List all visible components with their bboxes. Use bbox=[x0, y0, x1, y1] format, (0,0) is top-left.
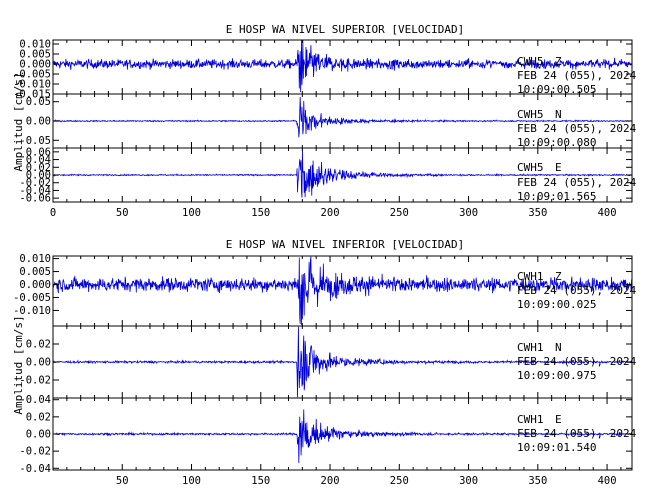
x-tick-label: 300 bbox=[459, 475, 478, 487]
y-tick-label: 0.010 bbox=[19, 39, 51, 51]
x-tick-label: 0 bbox=[50, 207, 56, 219]
y-tick-label: -0.04 bbox=[19, 185, 51, 197]
y-tick-label: 0.00 bbox=[26, 429, 51, 441]
trace-annotation-cwh5-n: CWH5 N FEB 24 (055), 2024 10:09:00.080 bbox=[517, 108, 637, 149]
y-tick-label: 0.005 bbox=[19, 49, 51, 61]
x-tick-label: 350 bbox=[528, 207, 547, 219]
x-tick-label: 100 bbox=[182, 207, 201, 219]
station-label: CWH5 bbox=[517, 161, 544, 174]
time-label: 10:09:00.975 bbox=[517, 369, 596, 382]
channel-label: Z bbox=[555, 270, 562, 283]
y-tick-label: -0.010 bbox=[13, 79, 51, 91]
time-label: 10:09:01.565 bbox=[517, 190, 596, 203]
chart-group-superior: E HOSP WA NIVEL SUPERIOR [VELOCIDAD] Amp… bbox=[12, 23, 637, 219]
y-tick-label: 0.06 bbox=[26, 146, 51, 158]
trace-annotation-cwh1-e: CWH1 E FEB 24 (055), 2024 10:09:01.540 bbox=[517, 413, 637, 454]
x-tick-label: 400 bbox=[598, 475, 617, 487]
trace-panel-cwh5-n: 0.05 0.00 -0.05 CWH5 N FEB 24 (055), 2024 … bbox=[19, 93, 637, 149]
date-label: FEB 24 (055), 2024 bbox=[517, 176, 637, 189]
x-tick-label: 250 bbox=[390, 475, 409, 487]
station-label: CWH1 bbox=[517, 341, 544, 354]
x-tick-label: 150 bbox=[251, 207, 270, 219]
waveform-trace bbox=[52, 256, 633, 326]
waveform-trace bbox=[52, 148, 633, 198]
trace-panel-cwh1-n: 0.02 0.00 -0.02 CWH1 N FEB 24 (055), 2024 … bbox=[19, 325, 637, 399]
waveform-trace bbox=[52, 40, 633, 93]
x-tick-label: 200 bbox=[321, 475, 340, 487]
waveform-trace bbox=[52, 409, 633, 464]
time-label: 10:09:00.025 bbox=[517, 298, 596, 311]
date-label: FEB 24 (055), 2024 bbox=[517, 355, 637, 368]
y-tick-label: -0.06 bbox=[19, 193, 51, 205]
channel-label: E bbox=[555, 413, 562, 426]
y-tick-label: -0.005 bbox=[13, 292, 51, 304]
y-tick-label: 0.05 bbox=[26, 96, 51, 108]
y-tick-label: -0.02 bbox=[19, 446, 51, 458]
x-tick-label: 400 bbox=[598, 207, 617, 219]
trace-annotation-cwh1-n: CWH1 N FEB 24 (055), 2024 10:09:00.975 bbox=[517, 341, 637, 382]
date-label: FEB 24 (055), 2024 bbox=[517, 427, 637, 440]
y-tick-label: -0.05 bbox=[19, 135, 51, 147]
y-tick-label: -0.02 bbox=[19, 177, 51, 189]
trace-annotation-cwh5-e: CWH5 E FEB 24 (055), 2024 10:09:01.565 bbox=[517, 161, 637, 203]
x-tick-label: 250 bbox=[390, 207, 409, 219]
time-label: 10:09:00.505 bbox=[517, 83, 596, 96]
date-label: FEB 24 (055), 2024 bbox=[517, 69, 637, 82]
date-label: FEB 24 (055), 2024 bbox=[517, 284, 637, 297]
chart-title-superior: E HOSP WA NIVEL SUPERIOR [VELOCIDAD] bbox=[226, 23, 464, 36]
y-tick-label: 0.02 bbox=[26, 411, 51, 423]
channel-label: N bbox=[555, 341, 562, 354]
y-tick-label: 0.000 bbox=[19, 59, 51, 71]
station-label: CWH5 bbox=[517, 55, 544, 68]
station-label: CWH1 bbox=[517, 413, 544, 426]
trace-annotation-cwh1-z: CWH1 Z FEB 24 (055), 2024 10:09:00.025 bbox=[517, 270, 637, 311]
y-tick-label: 0.04 bbox=[26, 154, 51, 166]
y-tick-label: -0.005 bbox=[13, 69, 51, 81]
y-tick-label: -0.04 bbox=[19, 463, 51, 475]
station-label: CWH5 bbox=[517, 108, 544, 121]
y-tick-label: 0.00 bbox=[26, 116, 51, 128]
y-tick-label: 0.010 bbox=[19, 253, 51, 265]
y-tick-label: -0.02 bbox=[19, 375, 51, 387]
channel-label: E bbox=[555, 161, 562, 174]
time-label: 10:09:01.540 bbox=[517, 441, 596, 454]
time-label: 10:09:00.080 bbox=[517, 136, 596, 149]
channel-label: N bbox=[555, 108, 562, 121]
x-tick-label: 300 bbox=[459, 207, 478, 219]
y-tick-label: -0.010 bbox=[13, 305, 51, 317]
y-tick-label: 0.04 bbox=[26, 394, 51, 406]
y-tick-label: 0.005 bbox=[19, 266, 51, 278]
channel-label: Z bbox=[555, 55, 562, 68]
y-tick-label: 0.00 bbox=[26, 170, 51, 182]
x-tick-label: 50 bbox=[116, 475, 129, 487]
waveform-trace bbox=[52, 326, 633, 398]
y-tick-label: 0.000 bbox=[19, 279, 51, 291]
y-tick-label: 0.00 bbox=[26, 357, 51, 369]
x-tick-label: 350 bbox=[528, 475, 547, 487]
y-tick-label: -0.015 bbox=[13, 89, 51, 101]
x-tick-label: 150 bbox=[251, 475, 270, 487]
x-axis-superior: 0 50 100 150 200 250 300 350 400 bbox=[50, 207, 617, 219]
trace-panel-cwh5-e: 0.060.040.020.00-0.02-0.04-0.06 CWH5 E F… bbox=[19, 146, 636, 204]
y-axis-label-inferior: Amplitud [cm/s] bbox=[12, 315, 25, 414]
trace-panel-cwh1-e: 0.04 0.02 0.00 -0.02 -0.04 CWH1 E FEB 24 (05… bbox=[19, 394, 636, 475]
station-label: CWH1 bbox=[517, 270, 544, 283]
x-tick-label: 200 bbox=[321, 207, 340, 219]
y-tick-label: 0.02 bbox=[26, 339, 51, 351]
x-tick-label: 50 bbox=[116, 207, 129, 219]
x-axis-inferior: 50 100 150 200 250 300 350 400 bbox=[116, 475, 617, 487]
chart-group-inferior: E HOSP WA NIVEL INFERIOR [VELOCIDAD] Amp… bbox=[12, 238, 637, 487]
date-label: FEB 24 (055), 2024 bbox=[517, 122, 637, 135]
x-tick-label: 100 bbox=[182, 475, 201, 487]
waveform-trace bbox=[52, 96, 633, 138]
y-axis-label-superior: Amplitud [cm/s] bbox=[12, 72, 25, 171]
chart-title-inferior: E HOSP WA NIVEL INFERIOR [VELOCIDAD] bbox=[226, 238, 464, 251]
y-tick-label: 0.02 bbox=[26, 162, 51, 174]
trace-annotation-cwh5-z: CWH5 Z FEB 24 (055), 2024 10:09:00.505 bbox=[517, 55, 637, 96]
